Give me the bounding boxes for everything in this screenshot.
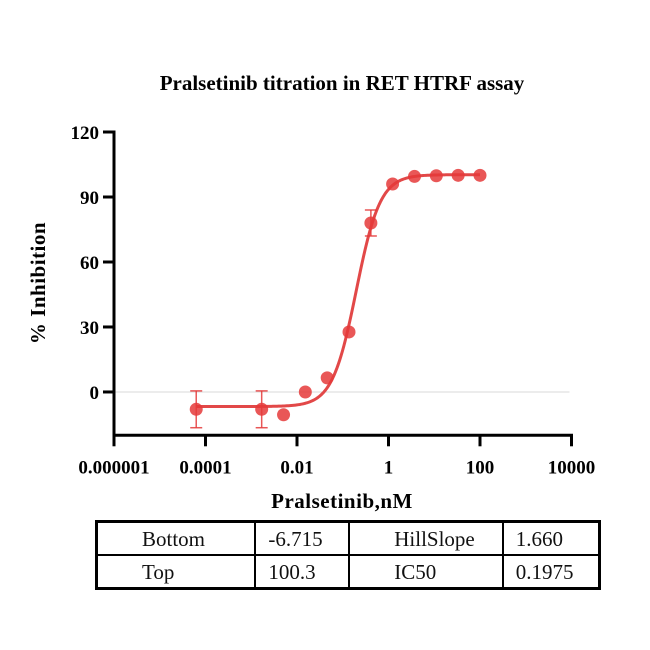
param-value-cell: 1.660 xyxy=(501,520,601,556)
x-tick-label: 0.0001 xyxy=(179,457,231,478)
data-point xyxy=(342,325,356,339)
y-tick-label: 120 xyxy=(71,123,100,144)
param-value-cell: 100.3 xyxy=(254,554,351,590)
x-tick-label: 10000 xyxy=(548,457,596,478)
param-value-cell: 0.1975 xyxy=(501,554,601,590)
chart-title: Pralsetinib titration in RET HTRF assay xyxy=(160,71,525,95)
param-name-cell: HillSlope xyxy=(348,520,504,556)
data-point xyxy=(277,408,291,422)
axes: 0 30 60 90 120 0.000001 0.0001 0.01 1 100 10000 xyxy=(71,123,596,478)
fit-curve xyxy=(196,173,481,409)
table-row: Top 100.3 IC50 0.1975 xyxy=(95,554,601,590)
table-row: Bottom -6.715 HillSlope 1.660 xyxy=(95,520,601,556)
data-point xyxy=(255,402,269,416)
y-tick-label: 30 xyxy=(80,318,99,339)
fit-curve-group xyxy=(196,173,481,409)
data-point xyxy=(320,371,334,385)
data-point xyxy=(189,402,203,416)
fit-parameters-table: Bottom -6.715 HillSlope 1.660 Top 100.3 … xyxy=(95,520,601,590)
data-point xyxy=(364,216,378,230)
y-tick-label: 90 xyxy=(80,188,99,209)
data-point xyxy=(386,177,400,191)
data-point xyxy=(473,168,487,182)
data-point xyxy=(429,169,443,183)
y-tick-label: 60 xyxy=(80,253,99,274)
param-name-cell: IC50 xyxy=(348,554,504,590)
param-name-cell: Bottom xyxy=(95,520,257,556)
data-points xyxy=(189,168,487,429)
y-axis-label: % Inhibition xyxy=(26,222,50,344)
x-tick-label: 1 xyxy=(384,457,394,478)
param-name-cell: Top xyxy=(95,554,257,590)
y-tick-label: 0 xyxy=(90,383,100,404)
data-point xyxy=(451,168,465,182)
x-tick-label: 0.01 xyxy=(280,457,313,478)
data-point xyxy=(298,385,312,399)
param-value-cell: -6.715 xyxy=(254,520,351,556)
x-tick-label: 0.000001 xyxy=(78,457,149,478)
x-axis-label: Pralsetinib,nM xyxy=(271,489,413,513)
x-tick-label: 100 xyxy=(466,457,495,478)
data-point xyxy=(407,169,421,183)
